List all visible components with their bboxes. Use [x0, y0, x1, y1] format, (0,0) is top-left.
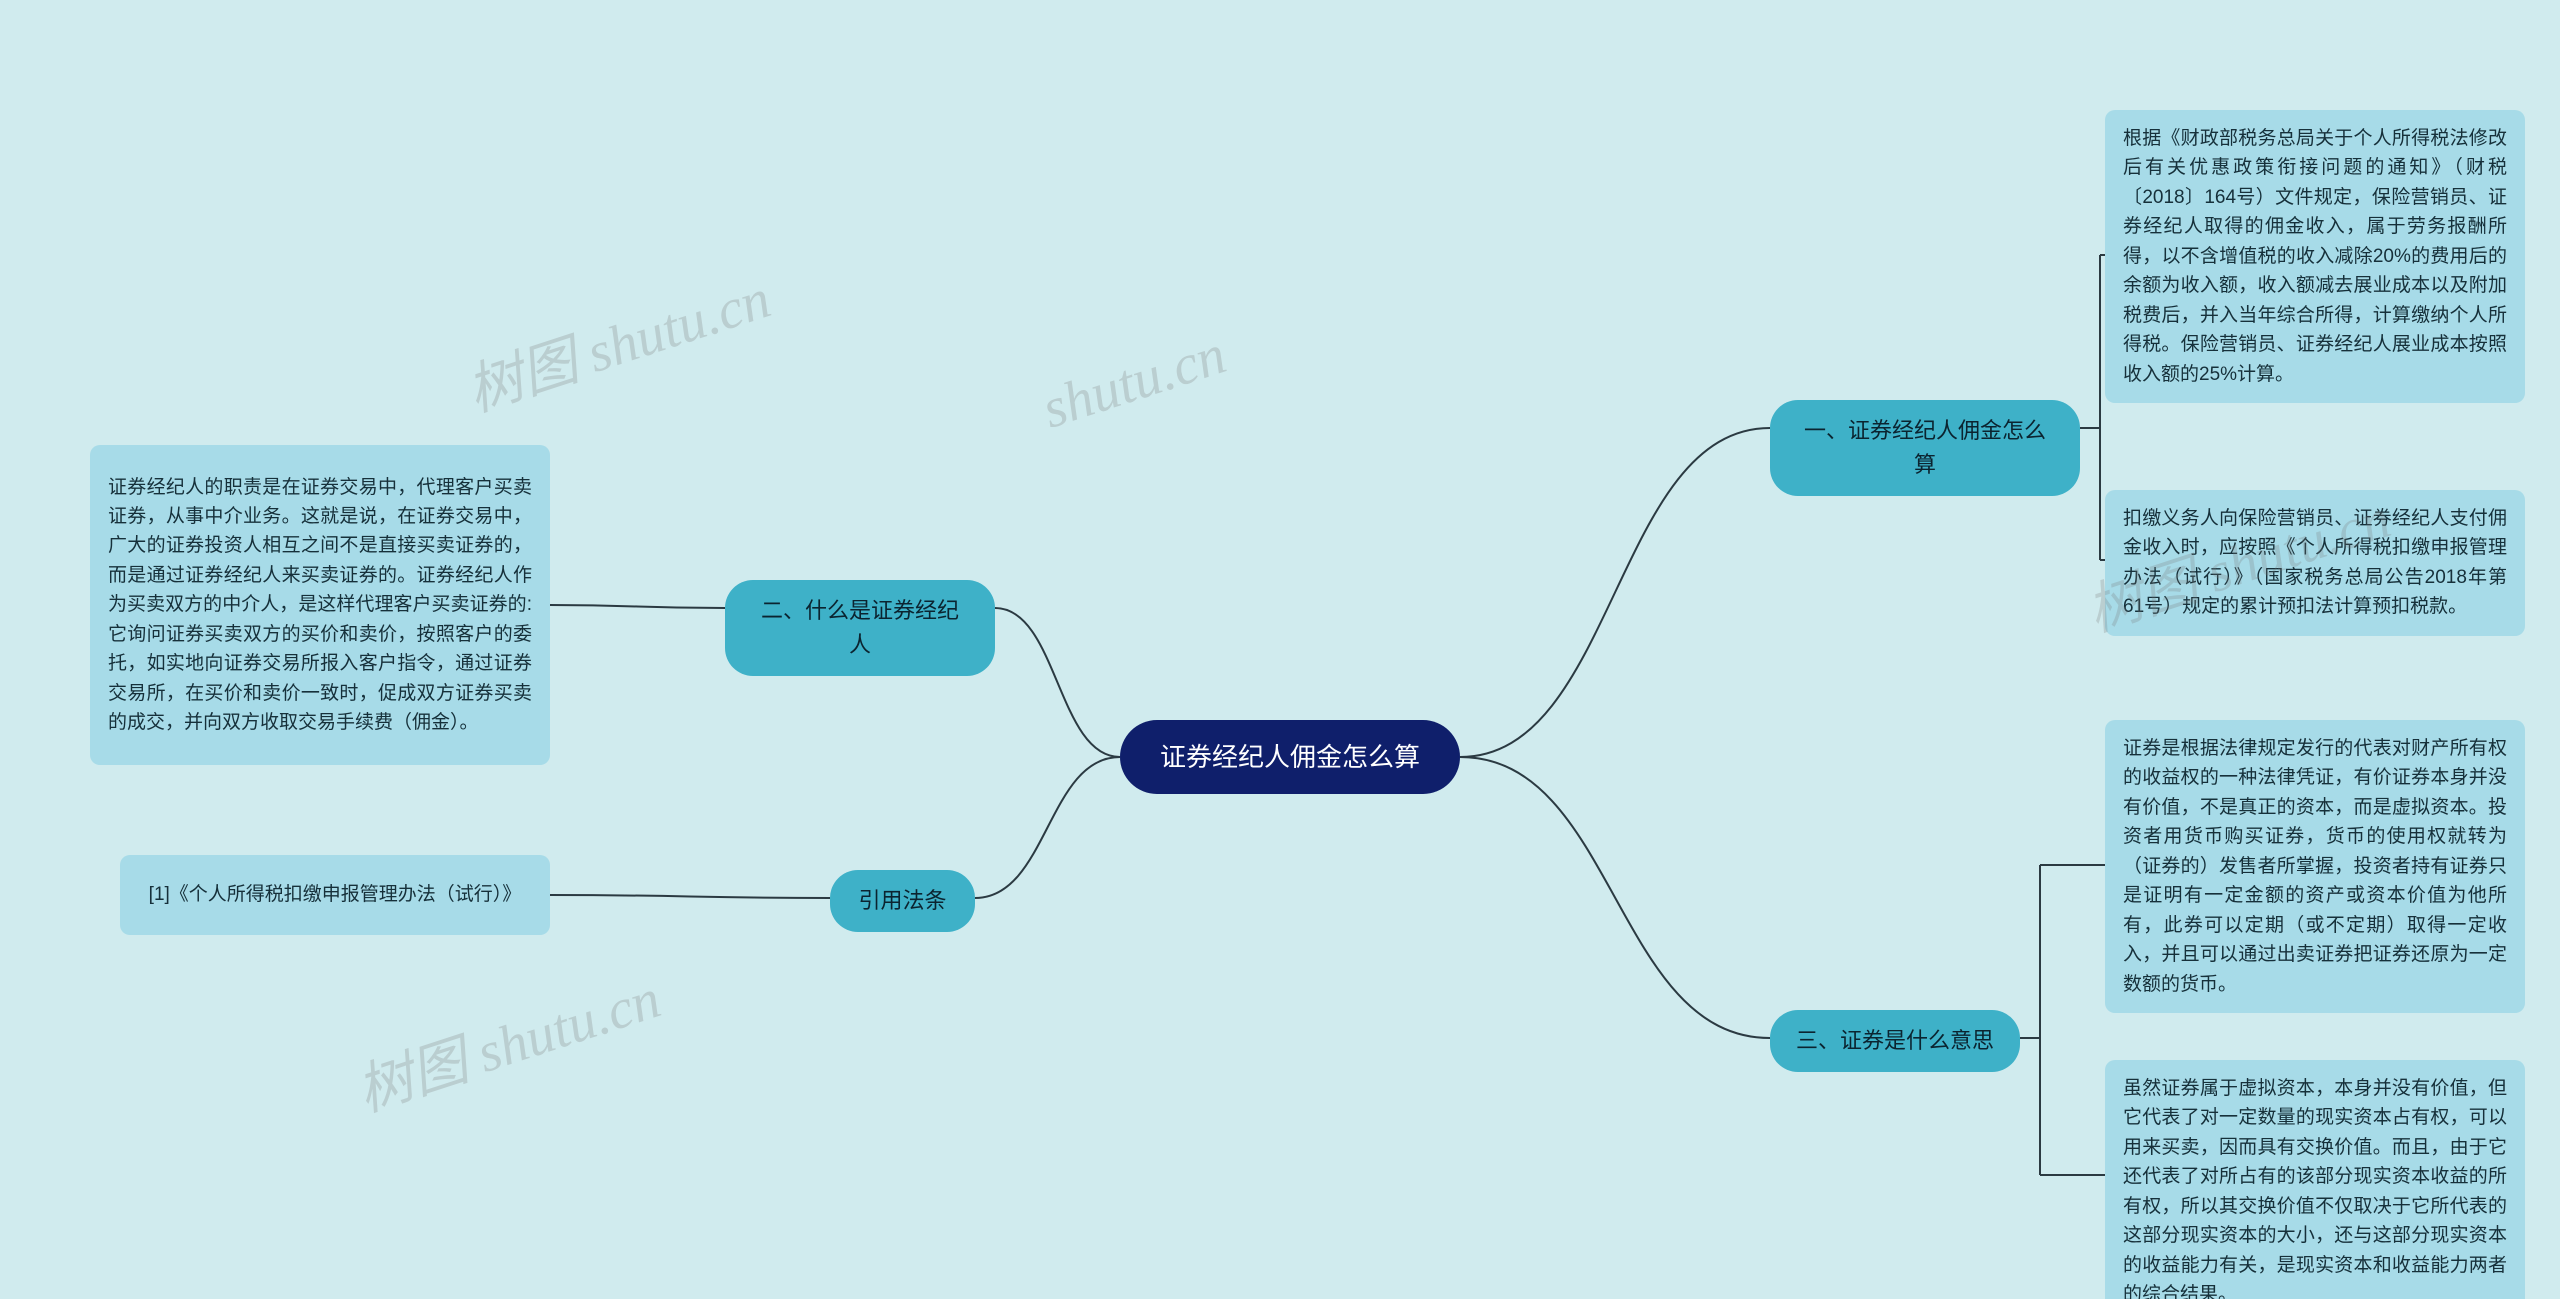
leaf-b3l1: 证券是根据法律规定发行的代表对财产所有权的收益权的一种法律凭证，有价证券本身并没…	[2105, 720, 2525, 1013]
branch-b3-label: 三、证券是什么意思	[1796, 1024, 1994, 1058]
branch-b2-label: 二、什么是证券经纪人	[751, 594, 969, 662]
leaf-b3l2: 虽然证券属于虚拟资本，本身并没有价值，但它代表了对一定数量的现实资本占有权，可以…	[2105, 1060, 2525, 1299]
leaf-b2l1: 证券经纪人的职责是在证券交易中，代理客户买卖证券，从事中介业务。这就是说，在证券…	[90, 445, 550, 765]
leaf-b2l1-label: 证券经纪人的职责是在证券交易中，代理客户买卖证券，从事中介业务。这就是说，在证券…	[108, 473, 532, 738]
watermark: 树图 shutu.cn	[455, 253, 779, 427]
leaf-b3l2-label: 虽然证券属于虚拟资本，本身并没有价值，但它代表了对一定数量的现实资本占有权，可以…	[2123, 1074, 2507, 1299]
branch-b3: 三、证券是什么意思	[1770, 1010, 2020, 1072]
branch-b4-label: 引用法条	[858, 884, 946, 918]
leaf-b4l1: [1]《个人所得税扣缴申报管理办法（试行）》	[120, 855, 550, 935]
mindmap-canvas: 证券经纪人佣金怎么算 一、证券经纪人佣金怎么算 根据《财政部税务总局关于个人所得税法…	[0, 0, 2560, 1299]
branch-b1-label: 一、证券经纪人佣金怎么算	[1796, 414, 2054, 482]
watermark: shutu.cn	[1035, 322, 1234, 441]
branch-b1: 一、证券经纪人佣金怎么算	[1770, 400, 2080, 496]
branch-b2: 二、什么是证券经纪人	[725, 580, 995, 676]
root-node-label: 证券经纪人佣金怎么算	[1160, 737, 1420, 777]
leaf-b4l1-label: [1]《个人所得税扣缴申报管理办法（试行）》	[149, 880, 522, 909]
leaf-b1l2: 扣缴义务人向保险营销员、证券经纪人支付佣金收入时，应按照《个人所得税扣缴申报管理…	[2105, 490, 2525, 636]
branch-b4: 引用法条	[830, 870, 975, 932]
leaf-b1l1-label: 根据《财政部税务总局关于个人所得税法修改后有关优惠政策衔接问题的通知》（财税〔2…	[2123, 124, 2507, 389]
watermark: 树图 shutu.cn	[345, 953, 669, 1127]
root-node: 证券经纪人佣金怎么算	[1120, 720, 1460, 794]
leaf-b3l1-label: 证券是根据法律规定发行的代表对财产所有权的收益权的一种法律凭证，有价证券本身并没…	[2123, 734, 2507, 999]
leaf-b1l1: 根据《财政部税务总局关于个人所得税法修改后有关优惠政策衔接问题的通知》（财税〔2…	[2105, 110, 2525, 403]
leaf-b1l2-label: 扣缴义务人向保险营销员、证券经纪人支付佣金收入时，应按照《个人所得税扣缴申报管理…	[2123, 504, 2507, 622]
